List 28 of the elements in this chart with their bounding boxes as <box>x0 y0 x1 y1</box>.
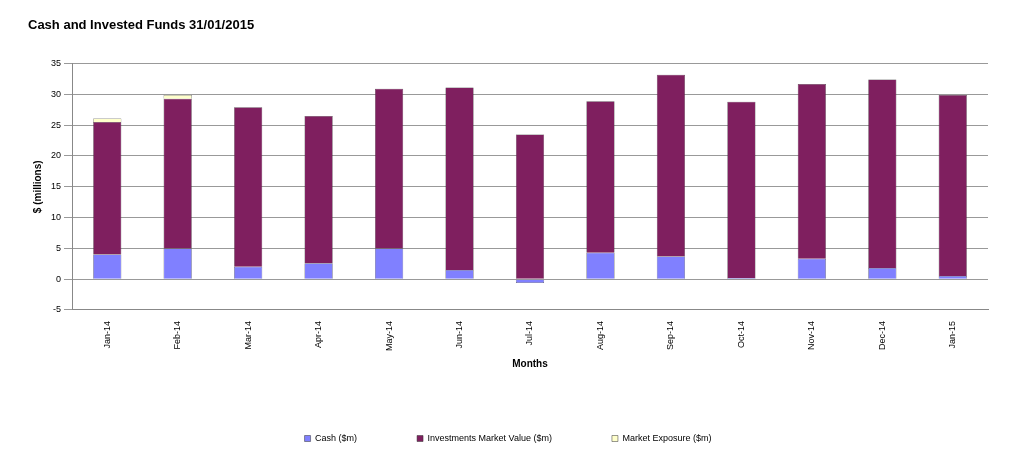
legend-label: Cash ($m) <box>315 432 358 443</box>
x-tick-label: Apr-14 <box>313 320 324 349</box>
x-tick-label: Jan-15 <box>947 320 958 349</box>
y-tick-label: 10 <box>51 212 62 223</box>
x-tick-label: Sep-14 <box>665 320 676 351</box>
x-tick-label: Jun-14 <box>454 320 465 349</box>
x-tick-label: Dec-14 <box>876 320 887 351</box>
y-axis-title: $ (millions) <box>31 160 43 214</box>
y-tick-label: 20 <box>51 150 62 161</box>
legend-label: Investments Market Value ($m) <box>427 432 552 443</box>
y-tick-label: 0 <box>56 273 62 284</box>
legend-label: Market Exposure ($m) <box>622 432 712 443</box>
x-tick-label: Mar-14 <box>242 320 253 350</box>
x-tick-label: Jul-14 <box>524 320 535 346</box>
x-tick-label: Nov-14 <box>806 320 817 351</box>
y-tick-label: 15 <box>51 181 62 192</box>
x-tick-label: Aug-14 <box>594 320 605 351</box>
x-tick-label: Oct-14 <box>735 320 746 349</box>
y-tick-label: 35 <box>51 58 62 69</box>
x-tick-label: May-14 <box>383 320 394 352</box>
chart-title: Cash and Invested Funds 31/01/2015 <box>28 17 255 33</box>
y-tick-label: -5 <box>53 304 62 315</box>
x-tick-label: Jan-14 <box>101 320 112 349</box>
x-axis-title: Months <box>512 357 549 369</box>
y-tick-label: 30 <box>51 88 62 99</box>
x-tick-label: Feb-14 <box>172 320 183 350</box>
y-tick-label: 25 <box>51 119 62 130</box>
y-tick-label: 5 <box>56 242 62 253</box>
